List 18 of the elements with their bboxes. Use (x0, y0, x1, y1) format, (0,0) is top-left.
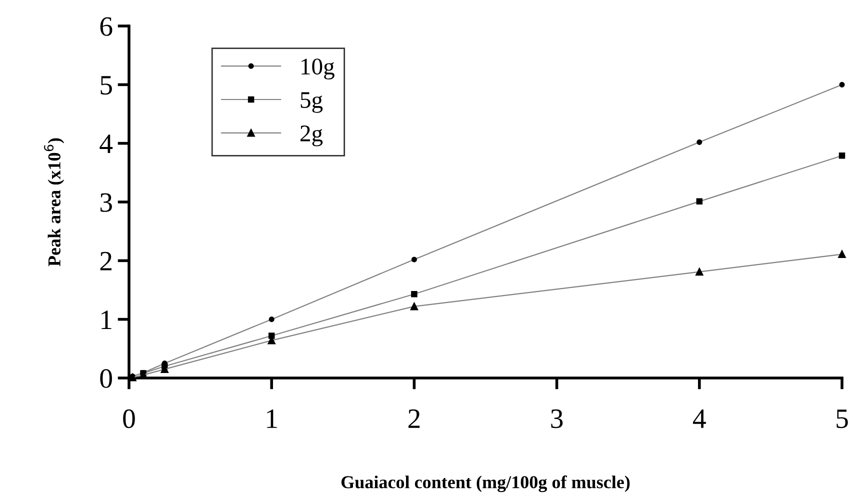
y-axis-title: Peak area (x10$^{6}$) (44, 138, 64, 266)
y-tick-label: 3 (100, 193, 112, 212)
y-tick-label: 6 (100, 17, 112, 36)
x-tick-label: 0 (123, 409, 135, 428)
x-axis-title: Guaiacol content (mg/100g of muscle) (341, 475, 630, 492)
x-tick-label: 3 (551, 409, 563, 428)
legend-label: 2g (300, 126, 323, 146)
y-tick-label: 2 (100, 252, 112, 270)
x-tick-label: 5 (836, 410, 848, 428)
x-tick-label: 2 (408, 409, 420, 428)
y-tick-label: 4 (100, 134, 113, 153)
y-tick-label: 5 (100, 76, 112, 95)
y-tick-label: 0 (100, 369, 112, 388)
x-tick-label: 1 (267, 409, 277, 428)
x-tick-label: 4 (693, 410, 706, 428)
legend-label: 5g (300, 92, 323, 113)
y-tick-label: 1 (102, 310, 112, 329)
legend-label: 10g (302, 58, 334, 80)
